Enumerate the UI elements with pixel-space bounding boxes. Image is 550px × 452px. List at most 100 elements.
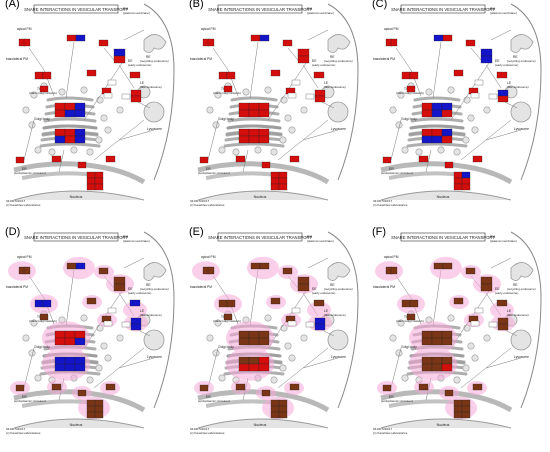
gene-box[interactable] (441, 135, 453, 144)
gene-box[interactable] (54, 135, 66, 144)
gene-box[interactable] (258, 330, 270, 339)
gene-box[interactable] (431, 135, 443, 144)
gene-box[interactable] (314, 317, 326, 325)
gene-box[interactable] (15, 384, 25, 392)
gene-box[interactable] (64, 363, 76, 372)
gene-box[interactable] (113, 48, 126, 57)
gene-box[interactable] (23, 38, 31, 47)
gene-box[interactable] (480, 48, 493, 57)
gene-box[interactable] (235, 155, 246, 163)
gene-box[interactable] (390, 38, 398, 47)
gene-box[interactable] (64, 330, 76, 339)
gene-box[interactable] (441, 109, 453, 118)
gene-box[interactable] (401, 71, 411, 80)
gene-box[interactable] (64, 135, 76, 144)
gene-box[interactable] (453, 399, 463, 407)
gene-box[interactable] (113, 283, 126, 292)
gene-box[interactable] (497, 317, 509, 325)
gene-box[interactable] (421, 337, 433, 346)
gene-box[interactable] (94, 183, 104, 191)
empty-gene-box[interactable] (121, 321, 131, 328)
empty-gene-box[interactable] (470, 92, 480, 99)
gene-box[interactable] (64, 128, 76, 137)
gene-box[interactable] (270, 297, 281, 305)
gene-box[interactable] (453, 297, 464, 305)
gene-box[interactable] (431, 330, 443, 339)
gene-box[interactable] (105, 383, 116, 391)
gene-box[interactable] (461, 171, 471, 179)
gene-box[interactable] (235, 383, 246, 391)
gene-box[interactable] (453, 171, 463, 179)
empty-gene-box[interactable] (291, 79, 301, 86)
gene-box[interactable] (472, 155, 483, 163)
gene-box[interactable] (94, 411, 104, 419)
gene-box[interactable] (238, 128, 250, 137)
gene-box[interactable] (64, 356, 76, 365)
gene-box[interactable] (278, 411, 288, 419)
gene-box[interactable] (54, 128, 66, 137)
gene-box[interactable] (238, 102, 250, 111)
gene-box[interactable] (259, 262, 270, 270)
gene-box[interactable] (314, 323, 326, 331)
gene-box[interactable] (199, 156, 209, 164)
gene-box[interactable] (54, 337, 66, 346)
gene-box[interactable] (248, 363, 260, 372)
gene-box[interactable] (453, 69, 464, 77)
gene-box[interactable] (223, 313, 233, 321)
gene-box[interactable] (94, 171, 104, 179)
gene-box[interactable] (433, 262, 444, 270)
gene-box[interactable] (461, 405, 471, 413)
gene-box[interactable] (442, 34, 453, 42)
gene-box[interactable] (480, 55, 493, 64)
gene-box[interactable] (496, 71, 508, 79)
gene-box[interactable] (207, 266, 215, 275)
gene-box[interactable] (238, 109, 250, 118)
gene-box[interactable] (130, 89, 142, 97)
gene-box[interactable] (258, 102, 270, 111)
gene-box[interactable] (314, 89, 326, 97)
gene-box[interactable] (250, 262, 261, 270)
gene-box[interactable] (66, 34, 77, 42)
gene-box[interactable] (238, 135, 250, 144)
gene-box[interactable] (421, 330, 433, 339)
gene-box[interactable] (94, 399, 104, 407)
empty-gene-box[interactable] (470, 320, 480, 327)
gene-box[interactable] (278, 183, 288, 191)
gene-box[interactable] (382, 384, 392, 392)
gene-box[interactable] (270, 69, 281, 77)
gene-box[interactable] (238, 356, 250, 365)
gene-box[interactable] (86, 69, 97, 77)
gene-box[interactable] (130, 95, 142, 103)
gene-box[interactable] (261, 389, 271, 397)
gene-box[interactable] (51, 155, 62, 163)
gene-box[interactable] (431, 363, 443, 372)
gene-box[interactable] (86, 297, 97, 305)
gene-box[interactable] (441, 337, 453, 346)
gene-box[interactable] (238, 330, 250, 339)
gene-box[interactable] (421, 356, 433, 365)
gene-box[interactable] (248, 109, 260, 118)
gene-box[interactable] (51, 383, 62, 391)
gene-box[interactable] (74, 337, 86, 346)
gene-box[interactable] (433, 34, 444, 42)
gene-box[interactable] (105, 155, 116, 163)
gene-box[interactable] (77, 389, 87, 397)
gene-box[interactable] (86, 399, 96, 407)
empty-gene-box[interactable] (291, 307, 301, 314)
gene-box[interactable] (480, 283, 493, 292)
gene-box[interactable] (409, 71, 419, 80)
gene-box[interactable] (421, 363, 433, 372)
gene-box[interactable] (258, 363, 270, 372)
gene-box[interactable] (270, 405, 280, 413)
gene-box[interactable] (75, 262, 86, 270)
gene-box[interactable] (496, 299, 508, 307)
gene-box[interactable] (94, 177, 104, 185)
gene-box[interactable] (421, 109, 433, 118)
empty-gene-box[interactable] (488, 321, 498, 328)
gene-box[interactable] (54, 363, 66, 372)
gene-box[interactable] (453, 411, 463, 419)
gene-box[interactable] (74, 356, 86, 365)
gene-box[interactable] (39, 85, 49, 93)
gene-box[interactable] (297, 48, 310, 57)
gene-box[interactable] (497, 95, 509, 103)
